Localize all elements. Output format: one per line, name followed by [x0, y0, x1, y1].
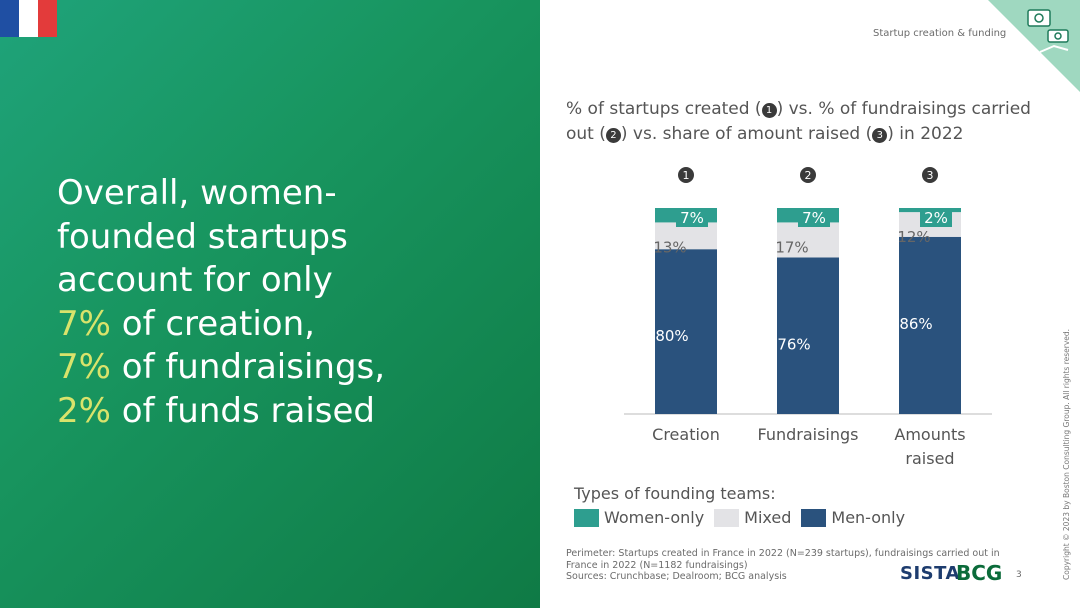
category-badge-number: 1 [683, 169, 690, 182]
bar-segment-men-only [899, 236, 961, 414]
bcg-logo: BCG [956, 561, 1003, 585]
bar-segment-men-only [655, 249, 717, 414]
france-flag-icon [0, 0, 57, 37]
data-label-men-only: 80% [655, 327, 688, 345]
badge-2: 2 [605, 128, 621, 143]
chart-title: % of startups created (1) vs. % of fundr… [566, 97, 1056, 147]
title-part: % of startups created ( [566, 99, 762, 119]
category-badge-number: 3 [927, 169, 934, 182]
headline-line: account for only [57, 260, 333, 300]
section-label: Startup creation & funding [873, 28, 1007, 39]
headline-text-part: of creation, [110, 303, 315, 344]
data-label-women-only: 7% [680, 209, 704, 227]
legend-label: Women-only [604, 508, 705, 527]
legend-item-women-only: Women-only [574, 508, 704, 527]
category-tick-label: Fundraisings [757, 425, 858, 444]
stacked-bar-chart: 80% 13% 7% 1 Creation 76% 17% 7% 2 Fundraisings 86… [624, 167, 992, 468]
legend-swatch-men-only [801, 508, 827, 527]
data-label-men-only: 86% [899, 315, 932, 333]
copyright-notice: Copyright © 2023 by Boston Consulting Gr… [1062, 328, 1071, 580]
badge-3: 3 [872, 128, 888, 143]
data-label-box-women-only [920, 208, 952, 227]
title-part: ) vs. % of fundraisings carried out ( [566, 99, 1031, 144]
headline-line: 2% of funds raised [57, 390, 497, 434]
data-label-women-only: 2% [924, 209, 948, 227]
highlight-value: 7% [57, 303, 111, 344]
headline-line: 7% of creation, [57, 303, 497, 347]
category-tick-label: raised [905, 449, 954, 468]
flag-stripe-blue [0, 0, 19, 37]
bar-segment-mixed [777, 222, 839, 258]
legend-title: Types of founding teams: [574, 484, 776, 503]
data-label-mixed: 12% [897, 228, 930, 246]
bar-segment-men-only [777, 257, 839, 414]
title-part: ) in 2022 [887, 124, 964, 144]
chart-legend: Women-only Mixed Men-only [574, 508, 915, 527]
flag-stripe-red [38, 0, 57, 37]
legend-item-mixed: Mixed [714, 508, 791, 527]
category-badge [922, 167, 938, 183]
data-label-box-women-only [798, 208, 830, 227]
headline-text-part: of fundraisings, [110, 347, 386, 387]
headline-text-part: of funds raised [110, 390, 375, 431]
footnote-sources: Sources: Crunchbase; Dealroom; BCG analy… [566, 571, 787, 582]
legend-label: Mixed [744, 508, 792, 527]
footnote: Perimeter: Startups created in France in… [566, 548, 1026, 583]
category-badge [678, 167, 694, 183]
category-tick-label: Creation [652, 425, 720, 444]
headline-line: Overall, women- [57, 173, 337, 213]
headline-line: founded startups [57, 216, 348, 257]
data-label-mixed: 13% [653, 238, 686, 256]
headline-line: 7% of fundraisings, [57, 346, 497, 390]
legend-item-men-only: Men-only [801, 508, 905, 527]
sista-logo: SISTA [900, 563, 960, 584]
data-label-women-only: 7% [802, 209, 826, 227]
money-hand-icon [1027, 9, 1069, 53]
headline-text: Overall, women- founded startups account… [57, 172, 497, 433]
page-number: 3 [1016, 570, 1022, 580]
category-badge-number: 2 [805, 169, 812, 182]
category-tick-label: Amounts [894, 425, 965, 444]
highlight-value: 2% [57, 390, 111, 431]
badge-1: 1 [761, 103, 777, 118]
highlight-value: 7% [57, 347, 111, 387]
flag-stripe-white [19, 0, 38, 37]
category-badge [800, 167, 816, 183]
legend-swatch-mixed [714, 508, 740, 527]
legend-label: Men-only [831, 508, 906, 527]
title-part: ) vs. share of amount raised ( [620, 124, 873, 144]
legend-swatch-women-only [574, 508, 599, 527]
headline-panel: Overall, women- founded startups account… [0, 0, 540, 608]
data-label-men-only: 76% [777, 335, 810, 353]
data-label-mixed: 17% [775, 238, 808, 256]
footnote-perimeter: Perimeter: Startups created in France in… [566, 548, 1000, 571]
data-label-box-women-only [676, 208, 708, 227]
